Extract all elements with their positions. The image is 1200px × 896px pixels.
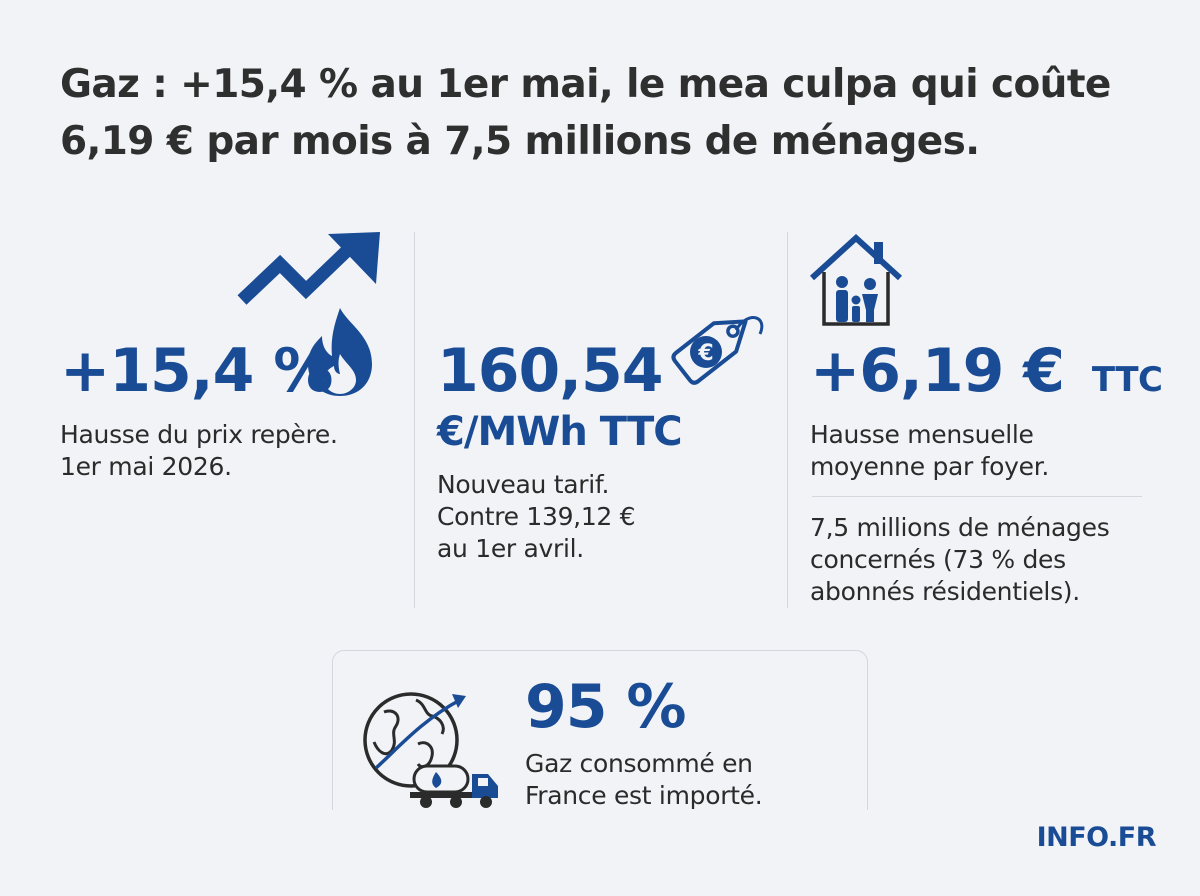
stat3-value-text: +6,19 € bbox=[810, 336, 1065, 406]
stat3-desc-line-1: Hausse mensuelle bbox=[810, 420, 1034, 449]
stat3-desc-line-2: moyenne par foyer. bbox=[810, 452, 1050, 481]
stat3-note-line-1: 7,5 millions de ménages bbox=[810, 513, 1110, 542]
svg-text:€: € bbox=[697, 341, 713, 366]
stat3-value: +6,19 € TTC bbox=[810, 336, 1163, 415]
stat4-desc-line-1: Gaz consommé en bbox=[525, 749, 753, 778]
headline: Gaz : +15,4 % au 1er mai, le mea culpa q… bbox=[60, 56, 1160, 170]
stat2-value: 160,54 bbox=[437, 336, 664, 406]
import-card bbox=[332, 650, 868, 810]
stat4-description: Gaz consommé en France est importé. bbox=[525, 748, 763, 812]
brand-logo: INFO.FR bbox=[1036, 822, 1157, 853]
stat3-note-line-2: concernés (73 % des bbox=[810, 545, 1066, 574]
rising-arrow-icon bbox=[236, 228, 382, 328]
headline-line-2: 6,19 € par mois à 7,5 millions de ménage… bbox=[60, 119, 980, 164]
flame-icon bbox=[302, 306, 378, 402]
stat2-desc-line-2: Contre 139,12 € bbox=[437, 502, 636, 531]
stat2-desc-line-3: au 1er avril. bbox=[437, 534, 584, 563]
stat1-value: +15,4 % bbox=[60, 336, 333, 406]
stat3-unit: TTC bbox=[1091, 360, 1163, 400]
tanker-truck-icon bbox=[408, 758, 500, 814]
stat1-description: Hausse du prix repère. 1er mai 2026. bbox=[60, 419, 338, 483]
stat3-note-line-3: abonnés résidentiels). bbox=[810, 577, 1080, 606]
stat4-value: 95 % bbox=[525, 672, 687, 742]
house-family-icon bbox=[808, 232, 904, 332]
stat2-desc-line-1: Nouveau tarif. bbox=[437, 470, 610, 499]
headline-line-1: Gaz : +15,4 % au 1er mai, le mea culpa q… bbox=[60, 62, 1111, 107]
stat3-note: 7,5 millions de ménages concernés (73 % … bbox=[810, 512, 1110, 608]
divider-right bbox=[787, 232, 788, 608]
euro-price-tag-icon: € bbox=[658, 290, 770, 406]
stat2-unit: €/MWh TTC bbox=[437, 409, 683, 455]
stat3-description: Hausse mensuelle moyenne par foyer. bbox=[810, 419, 1049, 483]
stat2-description: Nouveau tarif. Contre 139,12 € au 1er av… bbox=[437, 469, 636, 565]
divider-left bbox=[414, 232, 415, 608]
stat1-desc-line-1: Hausse du prix repère. bbox=[60, 420, 338, 449]
stat4-desc-line-2: France est importé. bbox=[525, 781, 763, 810]
stat1-desc-line-2: 1er mai 2026. bbox=[60, 452, 232, 481]
divider-stat3 bbox=[812, 496, 1142, 497]
